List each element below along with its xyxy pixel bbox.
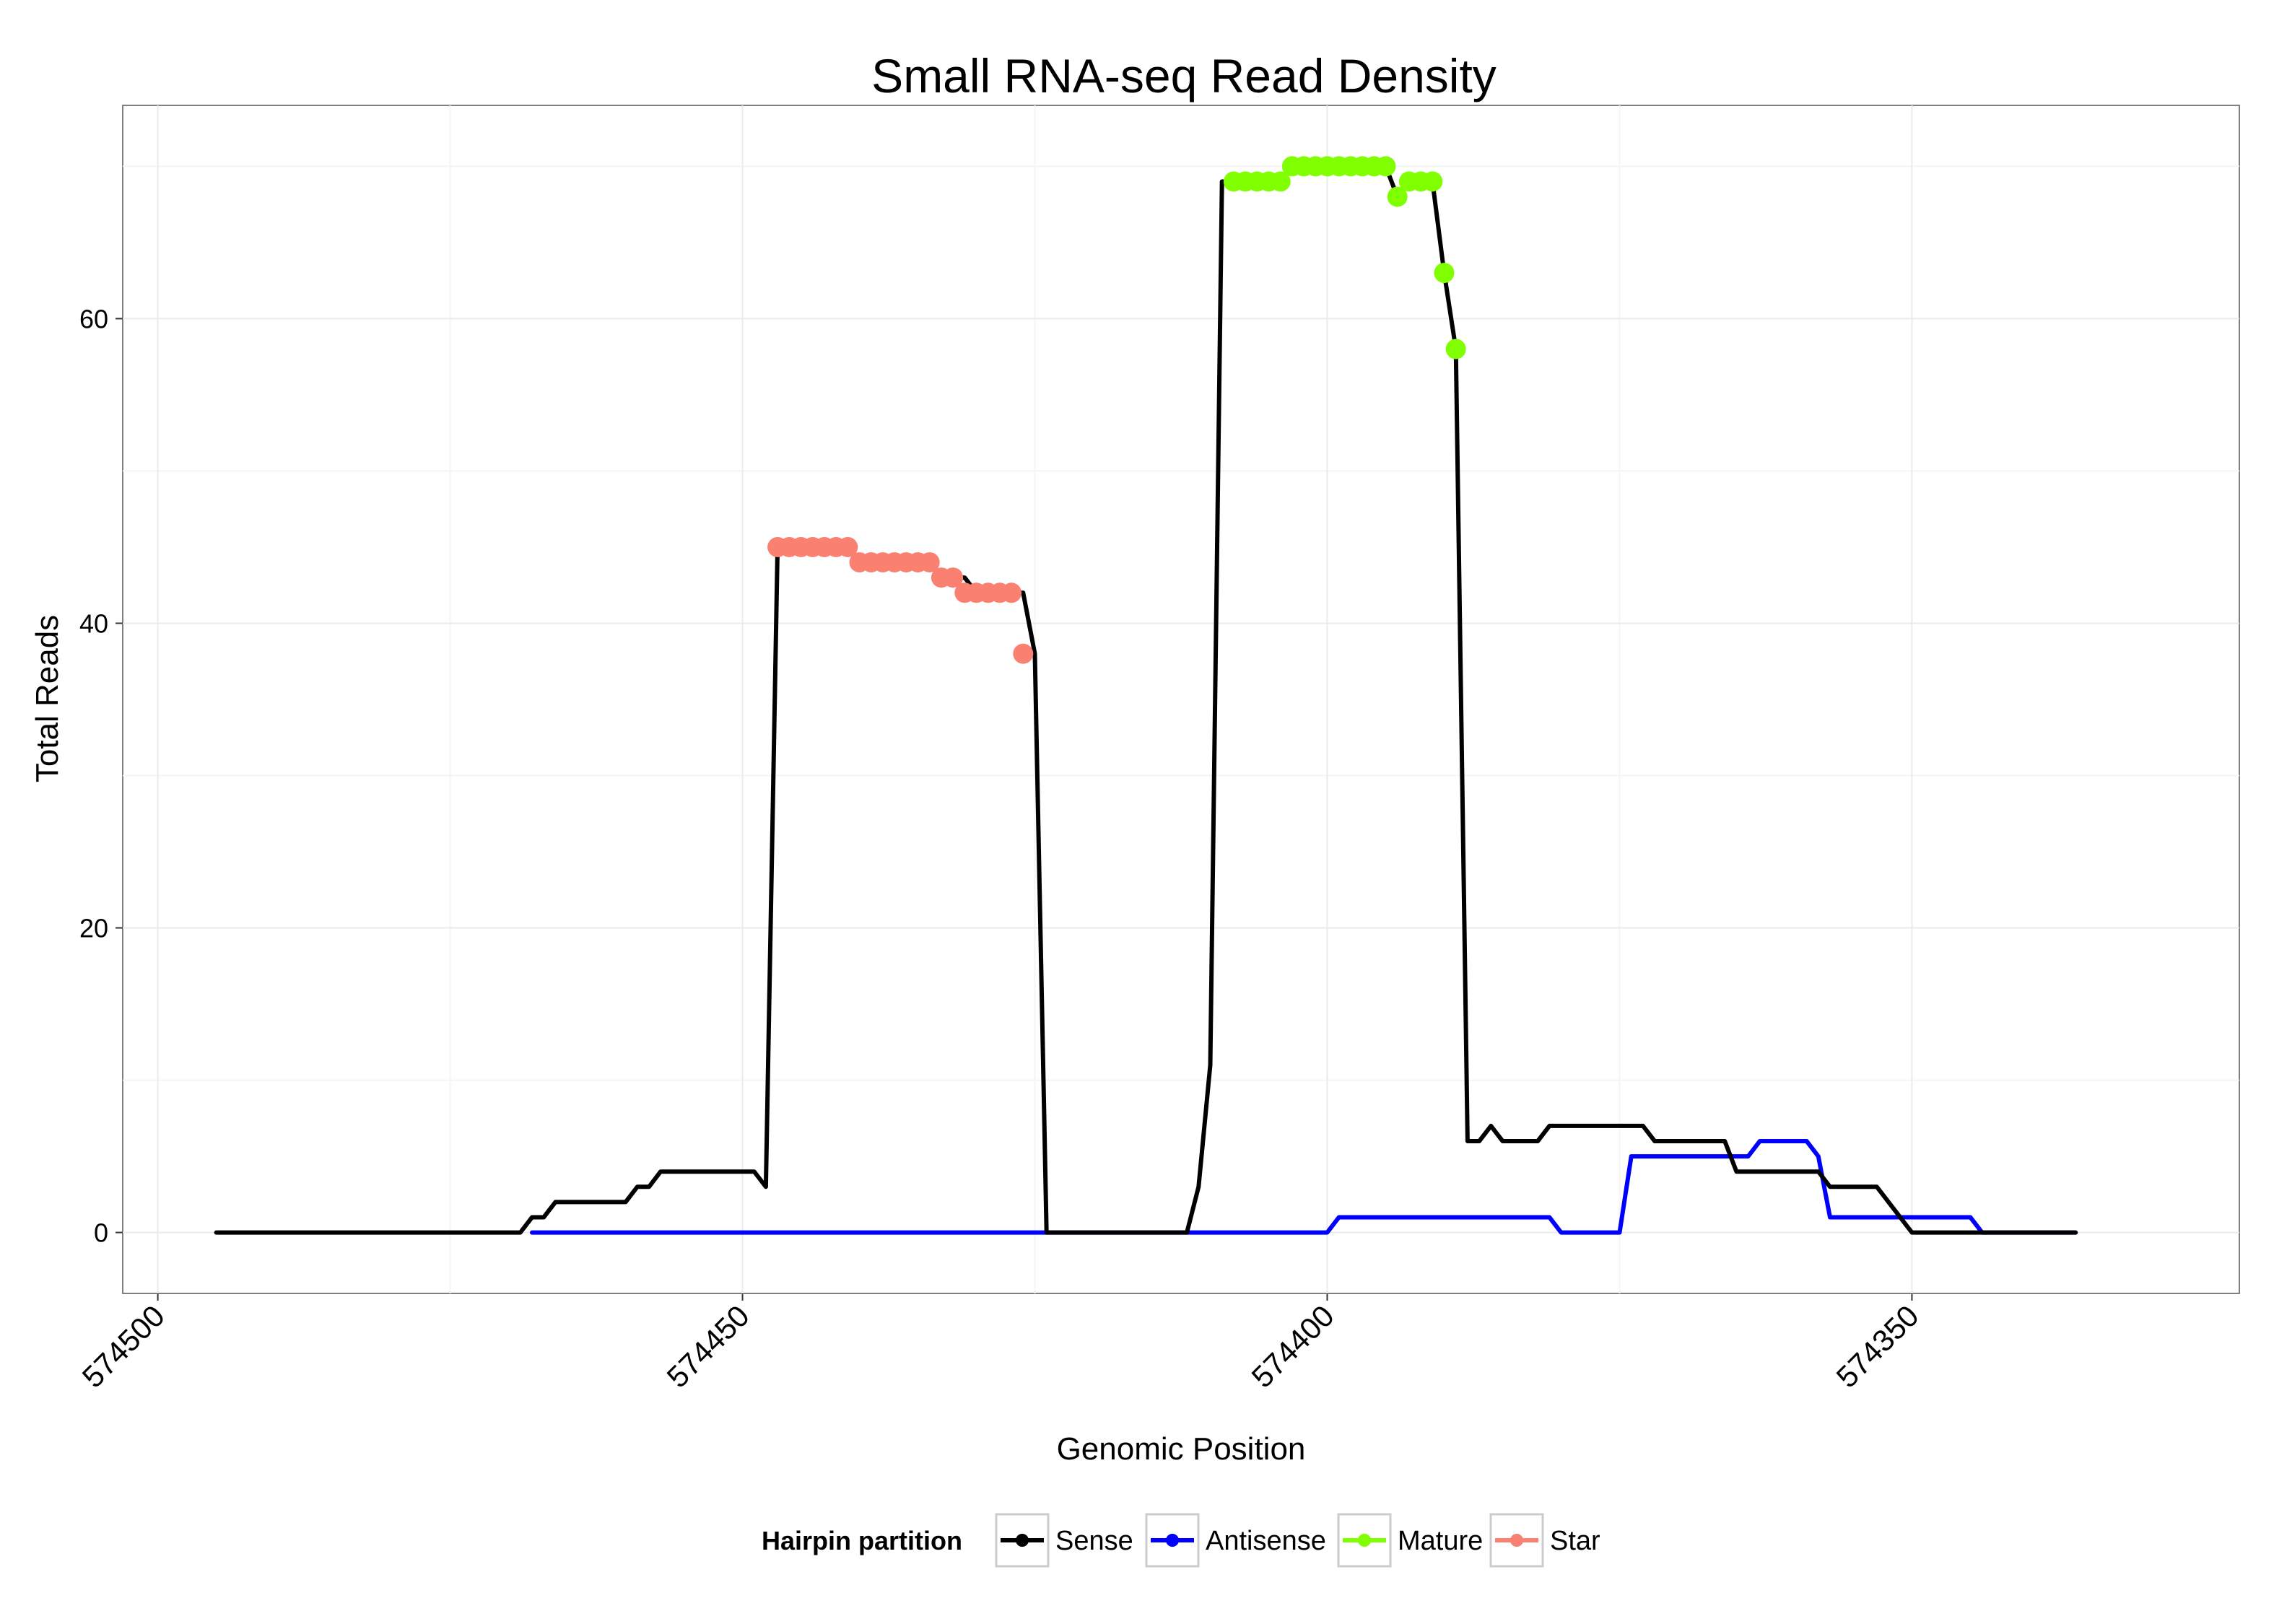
legend-dot-mature xyxy=(1358,1534,1371,1547)
legend-label-antisense: Antisense xyxy=(1206,1526,1326,1556)
x-axis-title: Genomic Position xyxy=(1057,1431,1306,1467)
y-tick-label: 0 xyxy=(94,1218,108,1248)
data-point-star xyxy=(943,567,964,588)
data-point-star xyxy=(1013,643,1034,664)
y-tick-label: 40 xyxy=(79,608,108,638)
data-point-mature xyxy=(1434,263,1455,284)
series-line-antisense xyxy=(530,1139,2078,1235)
data-point-star xyxy=(837,537,858,557)
legend: Hairpin partition Sense Antisense Mature St… xyxy=(762,1513,1600,1568)
legend-label-star: Star xyxy=(1550,1526,1600,1556)
legend-dot-sense xyxy=(1016,1534,1029,1547)
data-point-star xyxy=(919,552,940,573)
data-point-mature xyxy=(1422,171,1443,192)
data-point-mature xyxy=(1270,171,1291,192)
x-tick-label: 574400 xyxy=(1245,1298,1341,1394)
x-tick-label: 574350 xyxy=(1829,1298,1925,1394)
legend-dot-antisense xyxy=(1166,1534,1179,1547)
legend-label-sense: Sense xyxy=(1055,1526,1133,1556)
data-point-star xyxy=(1001,582,1022,603)
legend-dot-star xyxy=(1510,1534,1523,1547)
x-tick-label: 574500 xyxy=(76,1298,171,1394)
data-point-mature xyxy=(1387,186,1408,207)
series-layer xyxy=(214,156,2078,1235)
legend-title: Hairpin partition xyxy=(762,1526,962,1555)
x-axis: 574500 574450 574400 574350 xyxy=(76,1293,1925,1394)
y-tick-label: 20 xyxy=(79,914,108,943)
series-line-sense xyxy=(214,164,2078,1235)
data-point-mature xyxy=(1445,339,1466,359)
y-axis-title: Total Reads xyxy=(30,615,65,782)
data-point-mature xyxy=(1375,156,1396,177)
plot-panel xyxy=(122,105,2240,1294)
y-axis: 0 20 40 60 xyxy=(79,304,123,1248)
y-tick-label: 60 xyxy=(79,304,108,333)
x-tick-label: 574450 xyxy=(661,1298,756,1394)
chart-title: Small RNA-seq Read Density xyxy=(871,49,1497,102)
legend-label-mature: Mature xyxy=(1398,1526,1483,1556)
